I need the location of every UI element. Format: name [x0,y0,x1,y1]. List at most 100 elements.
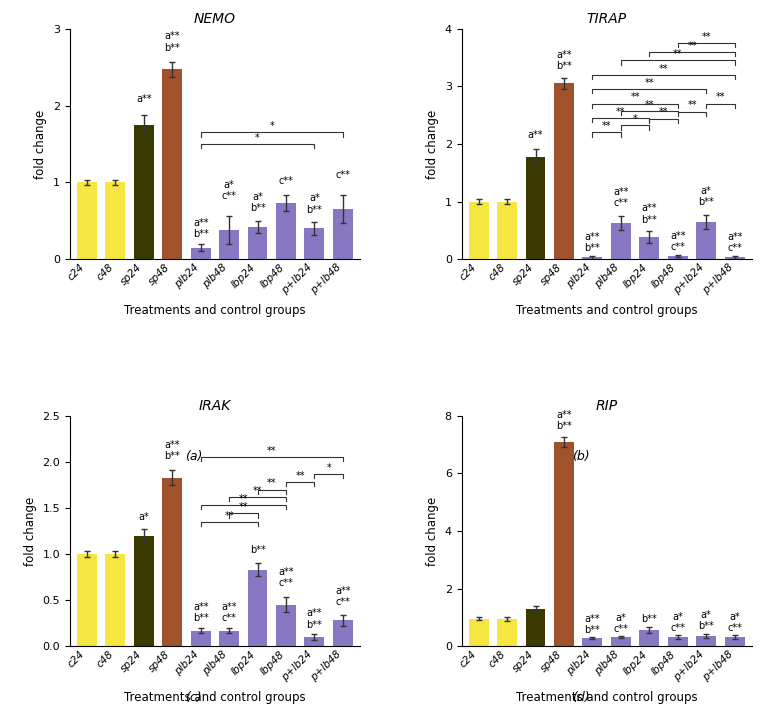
Text: **: ** [715,93,725,103]
Text: a**
b**: a** b** [193,218,208,239]
Bar [696,222,716,259]
Bar [497,619,517,646]
Text: **: ** [687,40,697,50]
Bar [276,605,296,646]
Bar [276,203,296,259]
Bar [639,237,660,259]
X-axis label: Treatments and control groups: Treatments and control groups [516,304,698,317]
X-axis label: Treatments and control groups: Treatments and control groups [124,304,305,317]
Text: a*
b**: a* b** [698,610,714,631]
Text: **: ** [645,100,654,110]
Y-axis label: fold change: fold change [426,496,439,566]
Bar [525,610,546,646]
Bar [77,554,97,646]
Text: a*
b**: a* b** [307,193,322,215]
Bar [305,637,325,646]
Text: a**: a** [136,94,151,104]
Bar [611,223,631,259]
Bar [105,182,126,259]
Text: **: ** [239,503,248,512]
Text: (c): (c) [185,691,202,704]
Text: **: ** [253,485,262,495]
Bar [247,227,267,259]
Text: a**
c**: a** c** [278,567,294,588]
Text: a**
b**: a** b** [164,439,180,461]
Text: a**: a** [528,130,543,140]
Text: a*
b**: a* b** [250,192,265,213]
Bar [497,202,517,259]
Text: a**
b**: a** b** [556,409,572,431]
Text: *: * [270,121,274,131]
Bar [219,630,239,646]
Bar [333,620,353,646]
Text: c**: c** [278,176,294,186]
Bar [333,209,353,259]
Title: RIP: RIP [595,399,618,414]
Bar [611,637,631,646]
Title: NEMO: NEMO [194,12,236,26]
Text: a*
c**: a* c** [670,612,685,633]
Title: TIRAP: TIRAP [587,12,627,26]
Bar [219,230,239,259]
Text: **: ** [224,510,234,521]
Y-axis label: fold change: fold change [426,109,439,179]
Y-axis label: fold change: fold change [24,496,36,566]
Y-axis label: fold change: fold change [34,109,47,179]
Bar [191,630,211,646]
Bar [668,637,687,646]
Bar [162,477,182,646]
Text: **: ** [616,107,625,117]
Bar [639,630,660,646]
Text: (d): (d) [573,691,590,704]
Bar [305,228,325,259]
Bar [554,83,574,259]
Bar [469,202,488,259]
Text: c**: c** [336,170,350,180]
Bar [554,442,574,646]
Text: **: ** [687,101,697,111]
Text: a*
c**: a* c** [614,613,629,634]
Text: b**: b** [250,545,265,555]
Bar [162,70,182,259]
Text: a*
b**: a* b** [698,185,714,207]
Text: a*: a* [139,512,149,522]
Title: IRAK: IRAK [198,399,231,414]
Text: a**
c**: a** c** [670,231,686,252]
Bar [134,536,153,646]
Bar [247,569,267,646]
Bar [525,157,546,259]
Text: **: ** [673,49,683,59]
Text: **: ** [267,446,277,456]
Bar [134,125,153,259]
Bar [583,257,602,259]
Text: a**
b**: a** b** [556,50,572,71]
Bar [725,637,745,646]
Text: *: * [632,114,638,124]
Text: (a): (a) [185,450,202,463]
Text: a**
b**: a** b** [193,602,208,623]
Text: **: ** [239,494,248,504]
X-axis label: Treatments and control groups: Treatments and control groups [516,691,698,704]
Text: a**
b**: a** b** [642,203,657,225]
Bar [191,248,211,259]
Text: a**
c**: a** c** [222,602,237,623]
Text: a**
c**: a** c** [613,187,629,208]
Text: a*
c**: a* c** [727,612,742,633]
Bar [105,554,126,646]
Bar [668,256,687,259]
Text: a*
c**: a* c** [222,180,236,201]
Text: **: ** [645,78,654,88]
Text: **: ** [630,93,640,103]
Text: a**
c**: a** c** [335,587,350,607]
Text: *: * [326,462,331,472]
Text: b**: b** [642,614,657,624]
Text: **: ** [659,64,668,73]
Bar [725,257,745,259]
Bar [583,638,602,646]
Text: a**
b**: a** b** [307,608,322,630]
Bar [696,635,716,646]
Text: *: * [255,133,260,143]
Text: a**
b**: a** b** [164,32,180,52]
Text: (b): (b) [573,450,590,463]
Bar [469,619,488,646]
